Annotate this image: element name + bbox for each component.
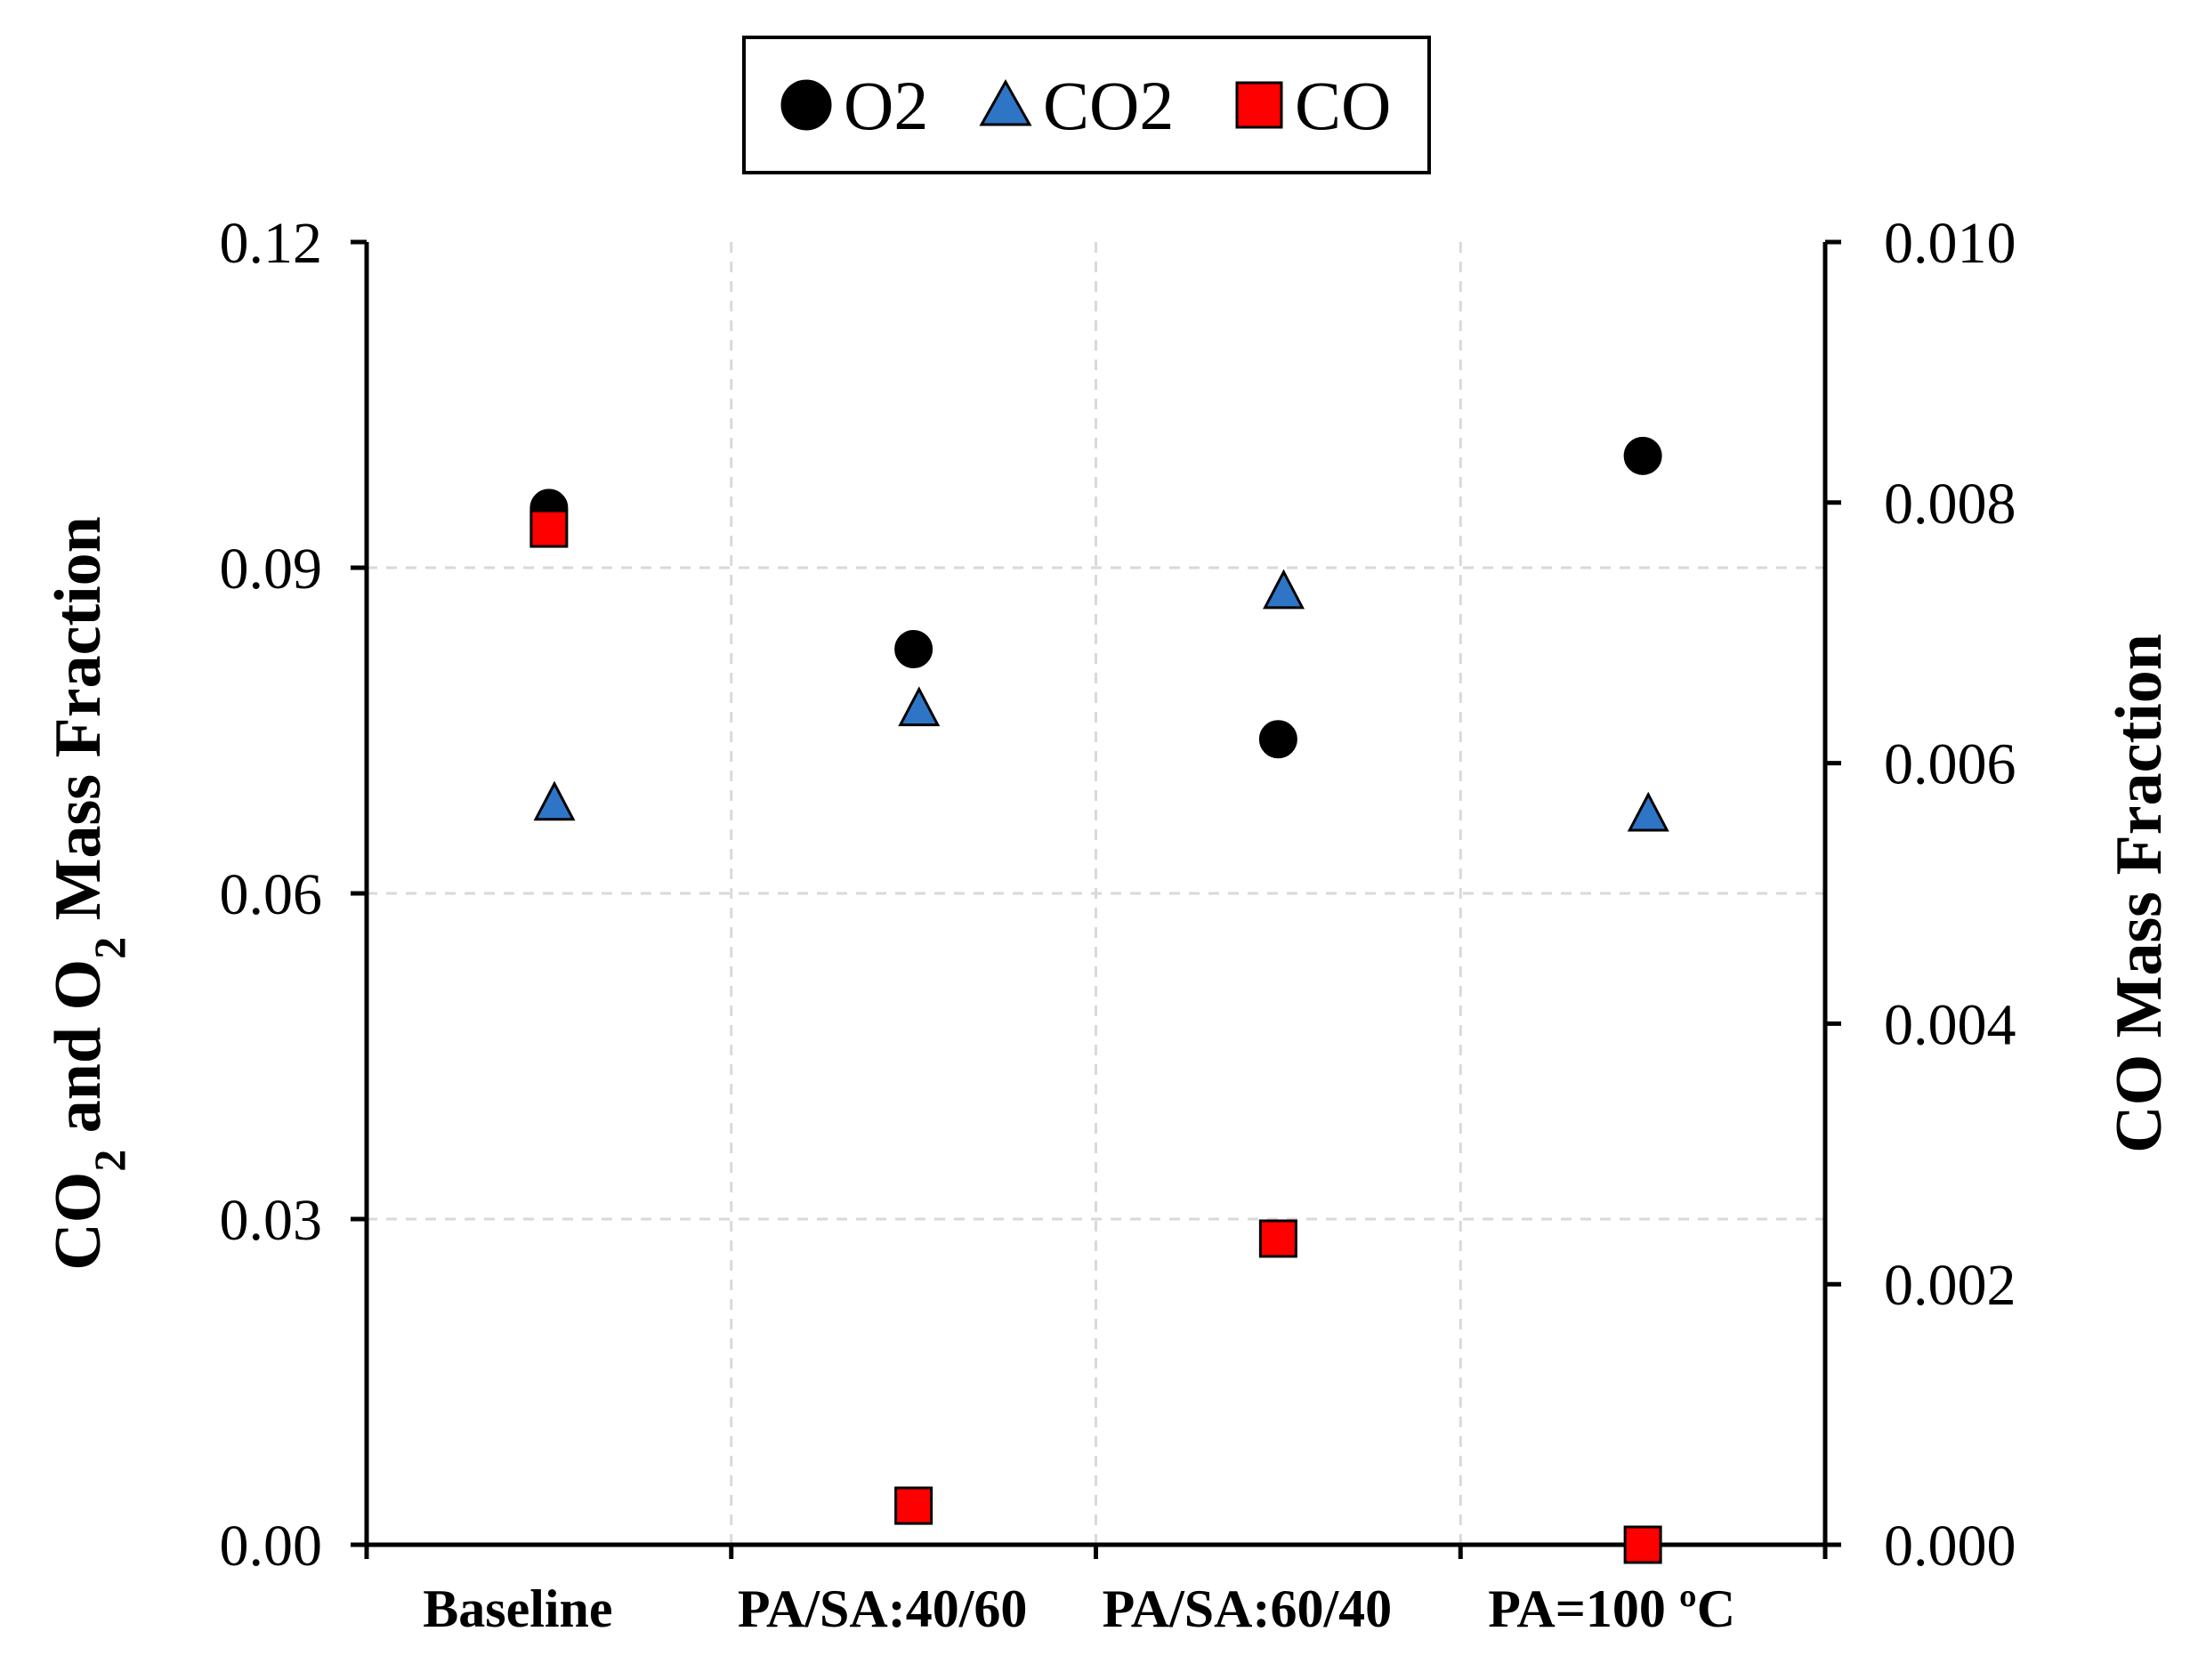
x-tick-label: PA/SA:40/60: [738, 1579, 1028, 1638]
right-y-tick-label: 0.006: [1884, 732, 2016, 797]
right-y-tick-label: 0.002: [1884, 1253, 2016, 1318]
left-axis-title-sub-2: 2: [85, 937, 134, 959]
point-co2: [533, 780, 576, 821]
point-co: [894, 1486, 933, 1525]
x-ticks: Baseline PA/SA:40/60 PA/SA:60/40 PA=100 ºC: [364, 1545, 1828, 1638]
left-y-tick-label: 0.03: [220, 1188, 323, 1253]
legend-marker-o2: [780, 79, 832, 131]
left-axis-title: CO2 and O2 Mass Fraction: [42, 516, 134, 1271]
point-co: [529, 509, 569, 548]
point-co: [1623, 1525, 1662, 1564]
left-y-ticks: 0.00 0.03 0.06 0.09 0.12: [220, 211, 367, 1579]
grid: [367, 242, 1825, 1545]
legend-marker-co2: [979, 78, 1032, 126]
right-y-tick-label: 0.010: [1884, 211, 2016, 276]
legend-label-co: CO: [1295, 67, 1391, 144]
left-axis-title-sub-1: 2: [85, 1150, 134, 1172]
x-tick-label: Baseline: [423, 1579, 612, 1638]
right-y-tick-label: 0.000: [1884, 1514, 2016, 1579]
x-tick-label: PA/SA:60/40: [1103, 1579, 1393, 1638]
point-o2: [1623, 436, 1662, 475]
right-y-ticks: 0.000 0.002 0.004 0.006 0.008 0.010: [1825, 211, 2016, 1579]
point-o2: [1258, 720, 1297, 759]
legend-label-o2: O2: [844, 67, 928, 144]
legend: O2 CO2 CO: [742, 36, 1431, 174]
x-tick-label: PA=100 ºC: [1488, 1579, 1735, 1638]
point-co2: [898, 686, 941, 727]
left-axis-title-part-2: and O: [42, 959, 115, 1150]
left-y-tick-label: 0.12: [220, 211, 323, 276]
point-co2: [1263, 569, 1305, 610]
left-y-tick-label: 0.06: [220, 862, 323, 927]
point-o2: [894, 630, 933, 668]
right-axis-title: CO Mass Fraction: [2103, 634, 2176, 1153]
right-y-tick-label: 0.004: [1884, 992, 2016, 1057]
left-y-tick-label: 0.09: [220, 537, 323, 602]
left-axis-title-part-3: Mass Fraction: [42, 516, 115, 937]
point-co: [1258, 1219, 1297, 1258]
left-y-tick-label: 0.00: [220, 1514, 323, 1579]
left-axis-title-part-1: CO: [42, 1172, 115, 1271]
legend-label-co2: CO2: [1043, 67, 1174, 144]
legend-box: [742, 36, 1431, 174]
point-co2: [1627, 791, 1669, 832]
data-points: [529, 436, 1669, 1564]
right-y-tick-label: 0.008: [1884, 472, 2016, 537]
legend-marker-co: [1235, 81, 1283, 129]
